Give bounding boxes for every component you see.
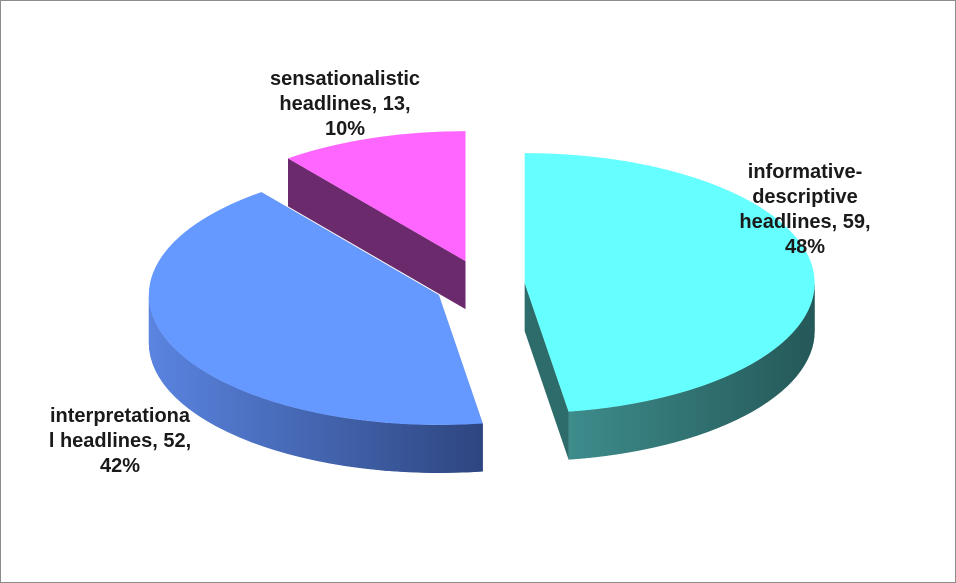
label-line: descriptive bbox=[752, 186, 858, 208]
slice-top bbox=[524, 153, 815, 412]
slice-label-sensationalistic: sensationalistic headlines, 13, 10% bbox=[230, 67, 460, 142]
label-line: 42% bbox=[99, 455, 141, 477]
slice-wall bbox=[524, 283, 569, 460]
slice-side-front bbox=[148, 294, 483, 473]
pie-slice-sensationalistic bbox=[287, 131, 466, 310]
label-line: 48% bbox=[784, 236, 826, 258]
label-line: sensationalistic bbox=[269, 68, 421, 90]
slice-top bbox=[148, 192, 483, 425]
slice-top bbox=[287, 131, 466, 262]
label-line: interpretationa bbox=[49, 405, 191, 427]
label-line: headlines, 59, bbox=[739, 211, 871, 233]
label-line: l headlines, 52, bbox=[48, 430, 192, 452]
label-line: 10% bbox=[324, 118, 366, 140]
label-line: informative- bbox=[747, 161, 863, 183]
slice-wall bbox=[287, 158, 466, 310]
slice-label-interpretational: interpretationa l headlines, 52, 42% bbox=[15, 404, 225, 479]
pie-slice-interpretational bbox=[148, 192, 483, 473]
slice-side-front bbox=[568, 283, 815, 460]
slice-label-informative-descriptive: informative- descriptive headlines, 59, … bbox=[705, 160, 905, 260]
label-line: headlines, 13, bbox=[279, 93, 411, 115]
pie-slice-informative-descriptive bbox=[524, 153, 815, 460]
